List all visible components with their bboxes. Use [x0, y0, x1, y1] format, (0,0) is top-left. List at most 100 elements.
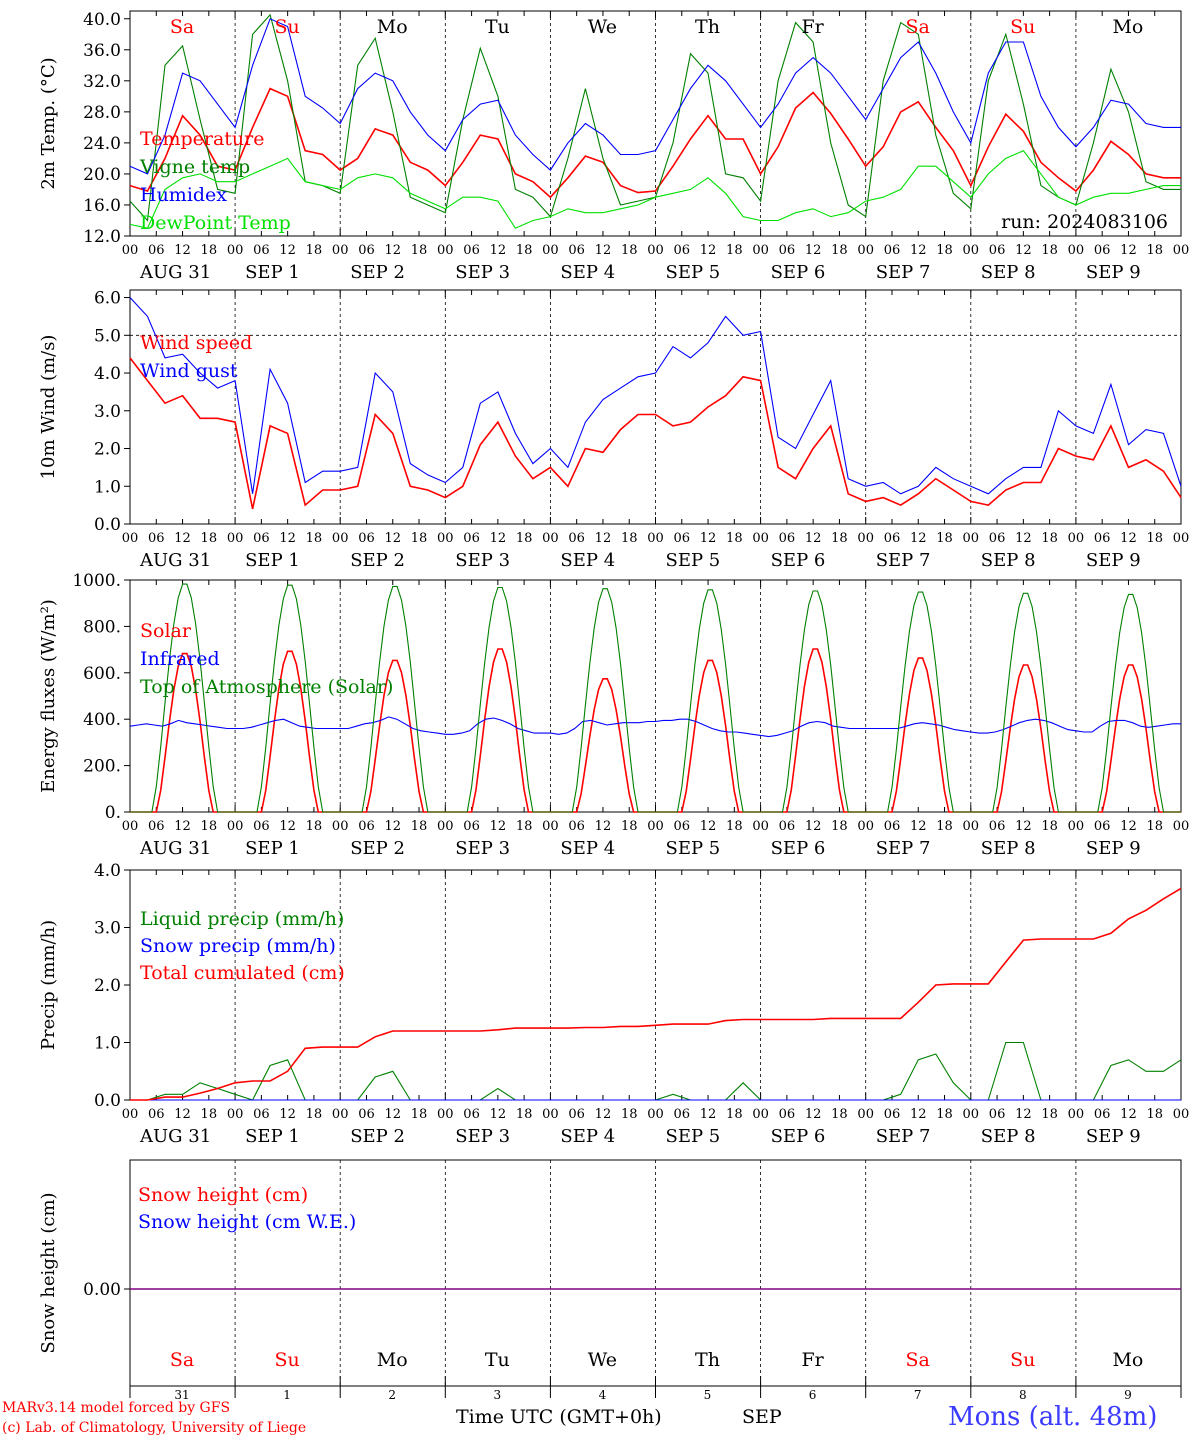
y-tick-label: 4.0 [94, 861, 121, 881]
legend-label: DewPoint Temp [140, 212, 291, 234]
hour-tick-label: 06 [674, 531, 691, 546]
hour-tick-label: 00 [647, 531, 664, 546]
hour-tick-label: 18 [936, 1107, 953, 1122]
date-label: AUG 31 [139, 550, 211, 571]
y-tick-label: 24.0 [83, 134, 121, 154]
legend-label: Temperature [140, 128, 264, 150]
date-label: SEP 2 [350, 1126, 405, 1147]
hour-tick-label: 12 [595, 819, 612, 834]
hour-tick-label: 18 [201, 1107, 218, 1122]
y-tick-label: 28.0 [83, 103, 121, 123]
hour-tick-label: 00 [332, 819, 349, 834]
hour-tick-label: 00 [437, 819, 454, 834]
hour-tick-label: 06 [1094, 531, 1111, 546]
hour-tick-label: 18 [306, 1107, 323, 1122]
hour-tick-label: 06 [674, 243, 691, 258]
legend-label: Wind speed [140, 332, 252, 354]
hour-tick-label: 06 [358, 1107, 375, 1122]
date-label: SEP 6 [771, 1126, 826, 1147]
hour-tick-label: 12 [805, 819, 822, 834]
hour-tick-label: 00 [122, 243, 139, 258]
legend-label: Vigne temp [139, 156, 250, 178]
y-tick-label: 400. [83, 710, 121, 730]
legend-label: Top of Atmosphere (Solar) [140, 676, 393, 698]
hour-tick-label: 00 [1173, 531, 1190, 546]
hour-tick-label: 06 [358, 531, 375, 546]
day-name: Sa [170, 1349, 194, 1371]
hour-tick-label: 06 [674, 819, 691, 834]
hour-tick-label: 00 [752, 531, 769, 546]
day-name: Sa [906, 16, 930, 38]
hour-tick-label: 00 [227, 1107, 244, 1122]
y-tick-label: 0.0 [94, 1091, 121, 1111]
hour-tick-label: 00 [647, 243, 664, 258]
hour-tick-label: 06 [989, 819, 1006, 834]
hour-tick-label: 06 [568, 531, 585, 546]
hour-tick-label: 00 [1068, 1107, 1085, 1122]
day-name: Su [274, 1349, 299, 1371]
hour-tick-label: 06 [674, 1107, 691, 1122]
hour-tick-label: 00 [542, 1107, 559, 1122]
hour-tick-label: 00 [752, 819, 769, 834]
hour-tick-label: 06 [568, 1107, 585, 1122]
date-label: SEP 3 [455, 550, 510, 571]
date-label: AUG 31 [139, 838, 211, 859]
hour-tick-label: 18 [411, 819, 428, 834]
hour-tick-label: 06 [148, 243, 165, 258]
hour-tick-label: 18 [726, 531, 743, 546]
hour-tick-label: 12 [174, 243, 191, 258]
hour-tick-label: 18 [621, 243, 638, 258]
hour-tick-label: 00 [227, 243, 244, 258]
day-name: Th [695, 16, 720, 38]
hour-tick-label: 12 [1120, 819, 1137, 834]
hour-tick-label: 00 [332, 243, 349, 258]
day-name: We [588, 16, 617, 38]
hour-tick-label: 06 [463, 531, 480, 546]
hour-tick-label: 12 [910, 531, 927, 546]
date-label: SEP 2 [350, 838, 405, 859]
hour-tick-label: 18 [831, 531, 848, 546]
day-number: 5 [704, 1388, 712, 1402]
hour-tick-label: 18 [201, 243, 218, 258]
hour-tick-label: 00 [1068, 531, 1085, 546]
date-label: SEP 8 [981, 550, 1036, 571]
hour-tick-label: 12 [384, 243, 401, 258]
hour-tick-label: 06 [884, 531, 901, 546]
hour-tick-label: 12 [700, 1107, 717, 1122]
hour-tick-label: 00 [542, 243, 559, 258]
hour-tick-label: 18 [831, 1107, 848, 1122]
hour-tick-label: 12 [805, 531, 822, 546]
hour-tick-label: 00 [1173, 243, 1190, 258]
day-name: Mo [1112, 1349, 1143, 1371]
hour-tick-label: 12 [1120, 531, 1137, 546]
credit-line-1: MARv3.14 model forced by GFS [2, 1400, 231, 1416]
credit-line-2: (c) Lab. of Climatology, University of L… [2, 1420, 307, 1436]
hour-tick-label: 18 [201, 531, 218, 546]
day-number: 2 [388, 1388, 396, 1402]
hour-tick-label: 06 [989, 243, 1006, 258]
y-tick-label: 2.0 [94, 440, 121, 460]
hour-tick-label: 00 [332, 1107, 349, 1122]
day-name: Sa [906, 1349, 930, 1371]
date-label: SEP 6 [771, 262, 826, 283]
hour-tick-label: 06 [779, 243, 796, 258]
y-axis-label: 10m Wind (m/s) [38, 335, 59, 480]
y-axis-label: Snow height (cm) [38, 1192, 59, 1353]
hour-tick-label: 18 [1041, 819, 1058, 834]
hour-tick-label: 18 [306, 243, 323, 258]
date-label: SEP 8 [981, 262, 1036, 283]
day-name: Th [695, 1349, 720, 1371]
date-label: SEP 3 [455, 1126, 510, 1147]
hour-tick-label: 18 [621, 819, 638, 834]
date-label: SEP 8 [981, 1126, 1036, 1147]
hour-tick-label: 18 [621, 531, 638, 546]
y-tick-label: 5.0 [94, 326, 121, 346]
hour-tick-label: 12 [174, 1107, 191, 1122]
hour-tick-label: 18 [1146, 1107, 1163, 1122]
series-line [130, 583, 1181, 813]
hour-tick-label: 06 [253, 1107, 270, 1122]
y-tick-label: 16.0 [83, 196, 121, 216]
y-tick-label: 0.00 [83, 1280, 121, 1300]
hour-tick-label: 18 [516, 531, 533, 546]
legend-label: Snow height (cm W.E.) [138, 1211, 356, 1233]
